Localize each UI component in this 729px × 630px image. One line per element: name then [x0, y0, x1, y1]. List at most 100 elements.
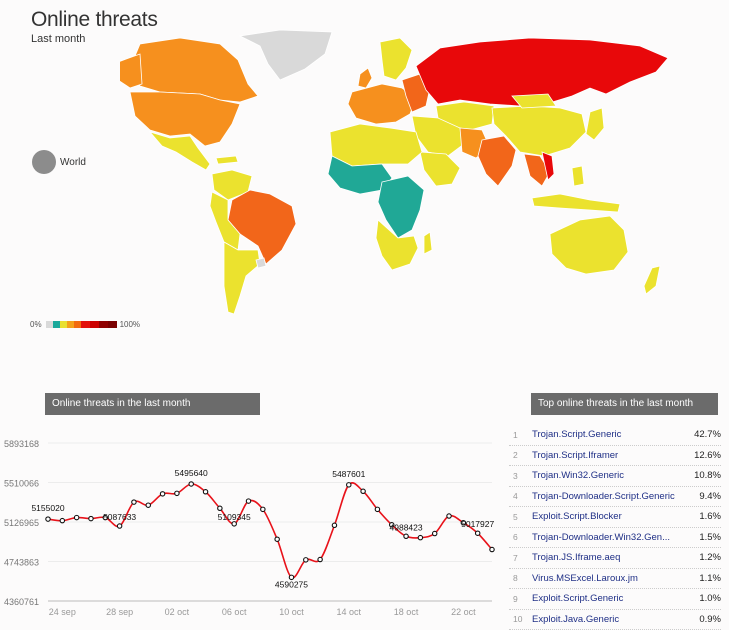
threat-rank: 10: [509, 614, 532, 624]
data-point: [246, 499, 250, 503]
scale-swatch: [53, 321, 60, 328]
world-threat-map[interactable]: [120, 24, 680, 324]
data-point: [74, 515, 78, 519]
threat-name-link[interactable]: Trojan-Downloader.Script.Generic: [532, 491, 681, 502]
scale-swatch: [74, 321, 81, 328]
chart-panel-title: Online threats in the last month: [45, 393, 260, 415]
y-tick-label: 4743863: [4, 558, 39, 568]
threat-percent: 10.8%: [681, 470, 721, 481]
data-point: [117, 524, 121, 528]
threat-name-link[interactable]: Virus.MSExcel.Laroux.jm: [532, 573, 681, 584]
x-tick-label: 24 sep: [49, 607, 76, 617]
threat-name-link[interactable]: Exploit.Java.Generic: [532, 614, 681, 625]
map-india[interactable]: [478, 136, 516, 186]
x-tick-label: 06 oct: [222, 607, 247, 617]
threat-rank: 9: [509, 594, 532, 604]
world-legend[interactable]: World: [32, 150, 86, 174]
y-tick-label: 4360761: [4, 597, 39, 607]
data-point: [447, 514, 451, 518]
map-philippines[interactable]: [572, 166, 584, 186]
map-argentina[interactable]: [224, 242, 260, 314]
threat-rank: 2: [509, 450, 532, 460]
data-label: 5155020: [31, 503, 64, 513]
map-uruguay[interactable]: [256, 258, 266, 268]
data-label: 5495640: [175, 468, 208, 478]
data-point: [375, 507, 379, 511]
data-label: 5017927: [461, 519, 494, 529]
data-point: [218, 506, 222, 510]
map-uk[interactable]: [358, 68, 372, 88]
threat-percent: 1.6%: [681, 511, 721, 522]
x-tick-label: 14 oct: [337, 607, 362, 617]
map-indonesia[interactable]: [532, 194, 620, 212]
threat-name-link[interactable]: Exploit.Script.Generic: [532, 593, 681, 604]
threat-rank: 6: [509, 532, 532, 542]
x-tick-label: 28 sep: [106, 607, 133, 617]
top-panel-title: Top online threats in the last month: [531, 393, 718, 415]
data-point: [175, 491, 179, 495]
map-caribbean[interactable]: [216, 156, 238, 164]
threat-rank: 7: [509, 553, 532, 563]
data-point: [189, 482, 193, 486]
map-scandinavia[interactable]: [380, 38, 412, 80]
threat-percent: 12.6%: [681, 450, 721, 461]
world-label: World: [60, 157, 86, 168]
x-tick-label: 10 oct: [279, 607, 304, 617]
threat-rank: 3: [509, 471, 532, 481]
data-point: [46, 517, 50, 521]
data-label: 5087633: [103, 512, 136, 522]
scale-swatch: [99, 321, 108, 328]
threat-name-link[interactable]: Trojan.Win32.Generic: [532, 470, 681, 481]
threat-name-link[interactable]: Trojan.JS.Iframe.aeq: [532, 552, 681, 563]
series-line: [48, 483, 492, 578]
page-subtitle: Last month: [31, 33, 85, 45]
data-point: [60, 518, 64, 522]
scale-swatch: [108, 321, 117, 328]
x-tick-label: 22 oct: [451, 607, 476, 617]
threat-name-link[interactable]: Trojan-Downloader.Win32.Gen...: [532, 532, 681, 543]
threat-percent: 42.7%: [681, 429, 721, 440]
threat-rank: 4: [509, 491, 532, 501]
data-point: [347, 483, 351, 487]
data-label: 4590275: [275, 579, 308, 589]
data-point: [490, 547, 494, 551]
map-new-zealand[interactable]: [644, 266, 660, 294]
map-north-africa[interactable]: [330, 124, 422, 166]
data-point: [132, 500, 136, 504]
y-tick-label: 5510066: [4, 479, 39, 489]
map-greenland[interactable]: [240, 30, 332, 80]
world-globe-icon[interactable]: [32, 150, 56, 174]
threat-percent: 1.0%: [681, 593, 721, 604]
data-point: [418, 535, 422, 539]
threat-name-link[interactable]: Trojan.Script.Iframer: [532, 450, 681, 461]
data-point: [232, 522, 236, 526]
data-point: [404, 534, 408, 538]
scale-swatch: [81, 321, 90, 328]
scale-swatch: [67, 321, 74, 328]
map-alaska[interactable]: [120, 54, 142, 88]
threat-rank: 5: [509, 512, 532, 522]
scale-min-label: 0%: [30, 320, 42, 329]
map-madagascar[interactable]: [424, 232, 432, 254]
map-japan[interactable]: [586, 108, 604, 140]
threat-name-link[interactable]: Trojan.Script.Generic: [532, 429, 681, 440]
threat-percent: 1.5%: [681, 532, 721, 543]
scale-swatch: [60, 321, 67, 328]
threat-name-link[interactable]: Exploit.Script.Blocker: [532, 511, 681, 522]
threat-percent: 1.2%: [681, 552, 721, 563]
map-saudi-arabia[interactable]: [420, 152, 460, 186]
threat-percent: 0.9%: [681, 614, 721, 625]
map-australia[interactable]: [550, 216, 628, 274]
scale-swatches: [46, 321, 117, 328]
threat-percent: 9.4%: [681, 491, 721, 502]
